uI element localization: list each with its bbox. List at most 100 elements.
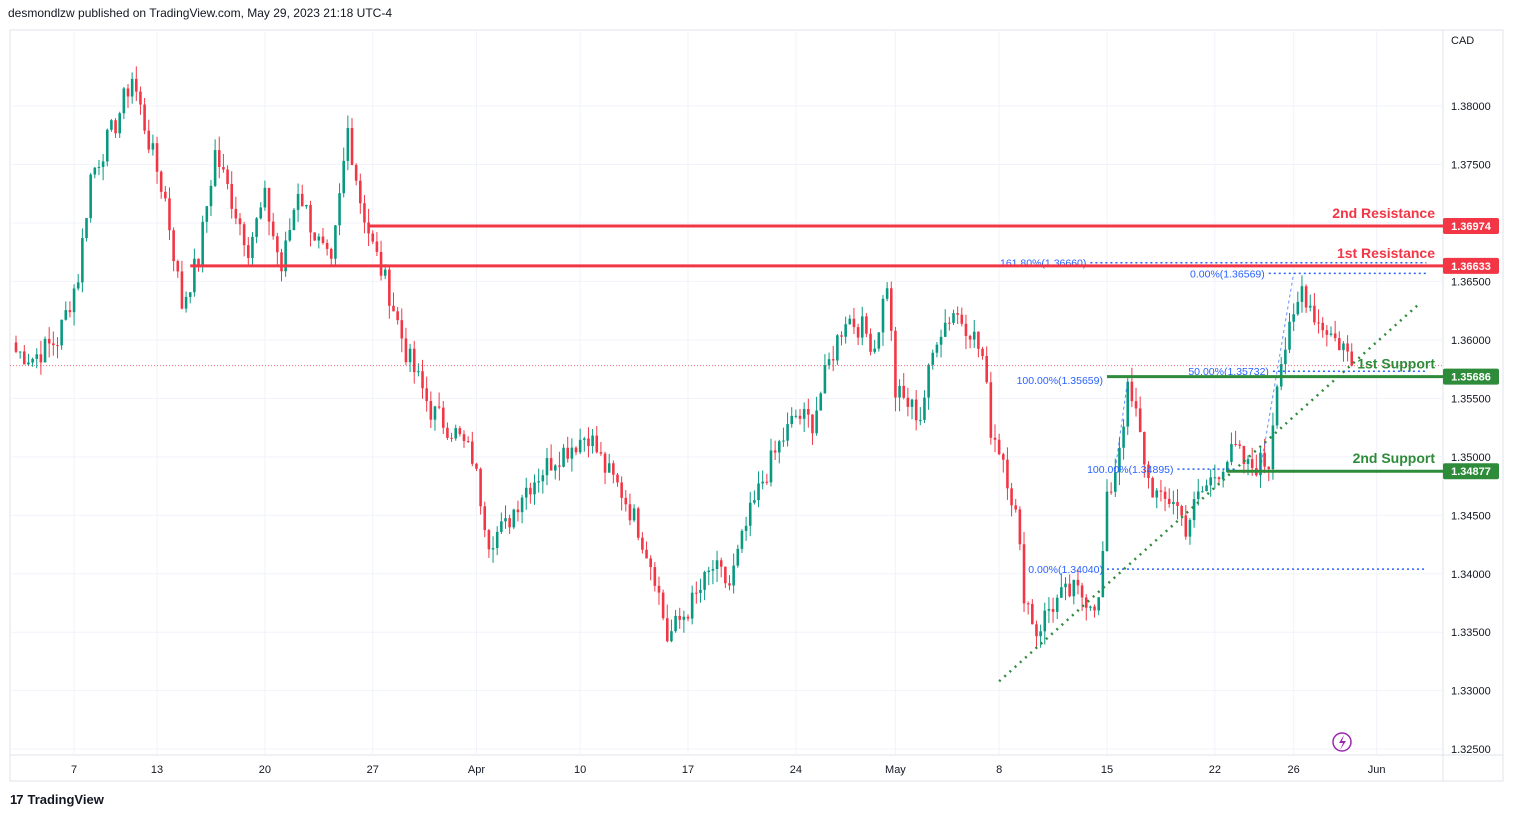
candle-body [396, 311, 399, 321]
candle-body [583, 438, 586, 440]
candle-body [1155, 490, 1159, 498]
candle-body [587, 438, 590, 447]
candle-body [1350, 351, 1354, 366]
candle-body [317, 236, 321, 241]
candle-body [628, 504, 632, 521]
candle-body [1126, 381, 1130, 427]
publisher-header: desmondlzw published on TradingView.com,… [8, 6, 392, 20]
candle-body [197, 258, 200, 265]
candle-body [695, 592, 698, 594]
candle-body [1101, 551, 1105, 598]
ascending-trendline [998, 303, 1419, 683]
fib-swing-line [1114, 379, 1129, 470]
candle-body [259, 207, 263, 219]
candle-body [263, 187, 267, 208]
candle-body [1184, 515, 1188, 537]
candle-body [1031, 603, 1034, 625]
candle-body [404, 338, 408, 363]
candle-body [325, 242, 329, 249]
candle-body [379, 251, 383, 276]
candle-body [1321, 322, 1324, 331]
y-tick-label: 1.36000 [1451, 335, 1491, 347]
candle-body [342, 160, 346, 194]
candle-body [715, 560, 719, 569]
candle-body [529, 487, 532, 495]
candle-body [923, 397, 926, 420]
candle-body [885, 288, 889, 299]
candle-body [421, 371, 424, 389]
chart-grid [9, 29, 1504, 782]
candle-body [1342, 343, 1345, 351]
candle-body [1196, 491, 1200, 500]
candle-body [661, 592, 665, 619]
candle-body [682, 616, 686, 620]
candle-body [450, 437, 453, 439]
candle-body [1246, 459, 1250, 464]
price-badge [1443, 368, 1499, 385]
candle-body [242, 224, 246, 246]
candle-body [1076, 579, 1080, 586]
candle-body [500, 521, 503, 532]
x-tick-label: 27 [367, 764, 379, 776]
candle-body [1338, 338, 1341, 351]
candle-body [1259, 452, 1262, 476]
candle-body [553, 465, 557, 471]
candle-body [466, 440, 470, 442]
candle-body [807, 408, 810, 415]
tradingview-logo[interactable]: 17 TradingView [10, 792, 104, 807]
x-tick-label: 26 [1288, 764, 1300, 776]
candle-body [454, 428, 458, 439]
candle-body [914, 399, 918, 421]
candle-body [1039, 631, 1042, 637]
candle-body [935, 344, 939, 353]
candle-body [848, 318, 852, 325]
candle-body [408, 348, 412, 363]
support-label: 2nd Support [1353, 450, 1436, 466]
tradingview-brand-text: TradingView [27, 792, 104, 807]
candle-body [989, 382, 993, 438]
candle-body [524, 487, 528, 498]
candle-body [338, 193, 341, 226]
candle-body [558, 465, 561, 467]
candle-body [1084, 597, 1088, 608]
candle-body [226, 169, 229, 184]
candle-body [798, 415, 802, 419]
candle-body [562, 447, 565, 467]
candle-body [939, 336, 943, 345]
candle-body [471, 441, 474, 464]
candle-body [139, 91, 142, 105]
candle-body [703, 572, 706, 590]
candle-body [255, 218, 258, 237]
support-label: 1st Support [1357, 356, 1435, 372]
candle-body [371, 233, 375, 242]
candle-body [757, 483, 760, 501]
candle-body [964, 323, 968, 336]
candle-body [209, 185, 213, 207]
candle-body [383, 269, 387, 276]
candle-body [1304, 286, 1308, 308]
candle-body [458, 428, 462, 435]
candle-body [1097, 597, 1100, 611]
y-tick-label: 1.33000 [1451, 686, 1491, 698]
candle-body [719, 560, 723, 567]
candle-body [985, 356, 988, 383]
candle-body [1230, 443, 1233, 462]
price-badge-label: 1.35686 [1451, 372, 1491, 384]
fib-level-label: 100.00%(1.34895) [1087, 464, 1173, 476]
candle-body [110, 120, 113, 130]
candle-body [56, 345, 59, 347]
candle-body [1271, 425, 1275, 470]
candle-body [823, 365, 827, 394]
candle-body [948, 322, 951, 324]
candle-body [359, 180, 362, 204]
candle-body [159, 171, 163, 192]
candle-body [238, 218, 242, 225]
candle-body [367, 222, 370, 234]
candle-body [1138, 408, 1142, 432]
candle-body [31, 358, 34, 363]
candle-body [881, 298, 885, 333]
candle-body [728, 583, 731, 586]
candle-body [620, 482, 623, 498]
candle-body [599, 452, 603, 454]
